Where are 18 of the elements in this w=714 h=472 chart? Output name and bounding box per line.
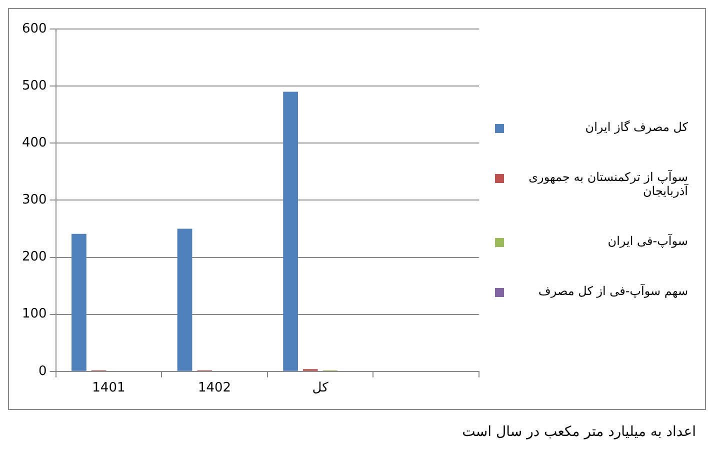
text: سهم سوآپ-فی از کل مصرف	[537, 284, 688, 298]
x-tick-label: کل	[312, 380, 330, 396]
y-tick-label: 0	[38, 364, 47, 379]
legend-label: سوآپ از ترکمنستان به جمهوری آذربایجان	[528, 170, 688, 198]
bar	[72, 234, 86, 371]
text: اعداد به میلیارد متر مکعب در سال است	[461, 424, 697, 440]
text: سوآپ-فی ایران	[606, 234, 688, 248]
y-tick-label: 200	[22, 250, 47, 265]
bar	[283, 92, 298, 371]
x-tick-label: 1401	[92, 380, 126, 396]
text: کل مصرف گاز ایران	[584, 120, 688, 134]
bar	[177, 228, 192, 371]
y-tick-label: 500	[22, 78, 47, 94]
x-tick-label: 1402	[198, 380, 232, 396]
y-tick-label: 100	[22, 306, 47, 322]
y-tick-label: 300	[22, 192, 47, 208]
y-tick-label: 400	[22, 136, 47, 151]
y-tick-label: 600	[22, 21, 47, 36]
